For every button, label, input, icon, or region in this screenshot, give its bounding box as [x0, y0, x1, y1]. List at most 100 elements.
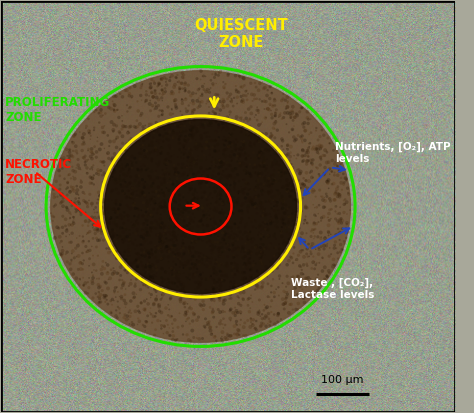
Point — [220, 133, 228, 140]
Point — [193, 126, 201, 132]
Point — [193, 256, 201, 263]
Point — [219, 325, 227, 331]
Point — [182, 246, 190, 252]
Point — [180, 284, 188, 291]
Point — [125, 248, 132, 255]
Point — [211, 291, 219, 297]
Point — [55, 167, 63, 174]
Point — [287, 113, 295, 119]
Point — [272, 179, 280, 185]
Point — [79, 266, 87, 273]
Point — [194, 223, 202, 230]
Point — [174, 206, 182, 212]
Point — [155, 159, 163, 165]
Point — [291, 231, 298, 238]
Point — [211, 230, 219, 237]
Point — [141, 192, 148, 199]
Point — [148, 252, 155, 258]
Point — [219, 308, 227, 315]
Point — [241, 269, 248, 276]
Point — [110, 166, 118, 173]
Point — [143, 182, 151, 188]
Point — [268, 268, 276, 275]
Point — [95, 169, 102, 175]
Point — [290, 228, 297, 235]
Point — [120, 177, 128, 184]
Point — [96, 146, 104, 153]
Point — [175, 89, 183, 95]
Point — [330, 180, 337, 187]
Point — [141, 147, 148, 154]
Point — [333, 186, 341, 192]
Point — [155, 113, 163, 119]
Point — [145, 185, 152, 192]
Point — [217, 192, 225, 199]
Point — [193, 238, 201, 245]
Point — [320, 246, 328, 252]
Point — [104, 210, 112, 216]
Point — [174, 215, 182, 222]
Point — [95, 110, 103, 116]
Point — [187, 216, 194, 223]
Point — [294, 273, 301, 280]
Point — [112, 294, 119, 300]
Point — [134, 183, 141, 190]
Point — [227, 91, 234, 97]
Point — [290, 218, 298, 225]
Point — [200, 130, 208, 136]
Point — [174, 226, 182, 233]
Point — [205, 122, 213, 128]
Point — [283, 142, 291, 149]
Point — [220, 300, 228, 307]
Point — [96, 283, 104, 290]
Point — [237, 290, 245, 296]
Point — [242, 240, 249, 247]
Point — [248, 299, 256, 305]
Point — [302, 283, 310, 290]
Point — [201, 116, 209, 123]
Point — [252, 218, 259, 225]
Point — [215, 134, 222, 141]
Point — [151, 80, 158, 87]
Point — [134, 303, 142, 310]
Point — [145, 142, 153, 149]
Point — [144, 256, 151, 263]
Point — [270, 218, 277, 225]
Point — [243, 97, 251, 103]
Point — [270, 252, 278, 259]
Point — [326, 166, 333, 172]
Point — [186, 152, 193, 159]
Point — [160, 190, 167, 196]
Point — [306, 169, 314, 176]
Point — [165, 237, 173, 244]
Point — [175, 268, 182, 275]
Point — [198, 215, 205, 222]
Point — [140, 220, 147, 227]
Point — [110, 199, 118, 206]
Point — [138, 279, 146, 285]
Point — [62, 216, 69, 223]
Point — [332, 216, 339, 222]
Point — [295, 225, 302, 231]
Point — [190, 100, 197, 107]
Point — [218, 163, 225, 170]
Point — [219, 136, 227, 143]
Point — [122, 267, 129, 274]
Point — [328, 181, 336, 188]
Point — [179, 128, 186, 135]
Point — [225, 143, 233, 150]
Point — [218, 188, 225, 195]
Point — [279, 240, 286, 247]
Point — [200, 168, 207, 175]
Point — [242, 276, 250, 282]
Point — [101, 292, 109, 299]
Point — [299, 181, 307, 188]
Point — [111, 228, 118, 234]
Point — [301, 127, 309, 134]
Point — [156, 230, 164, 237]
Point — [266, 196, 273, 202]
Point — [145, 271, 153, 278]
Point — [178, 80, 185, 86]
Point — [278, 97, 285, 104]
Point — [70, 133, 77, 140]
